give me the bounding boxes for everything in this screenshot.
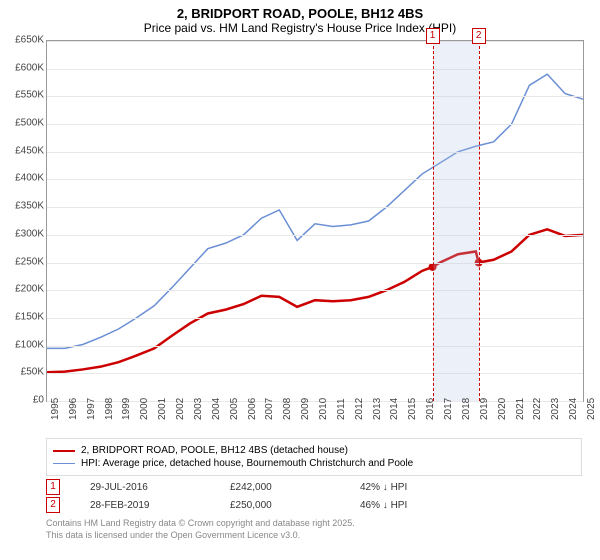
x-axis-label: 2014 (389, 398, 400, 420)
x-axis-label: 2012 (354, 398, 365, 420)
x-axis-label: 2018 (461, 398, 472, 420)
y-axis-label: £500K (0, 118, 44, 129)
x-axis-label: 2011 (336, 398, 347, 420)
x-axis-label: 1996 (68, 398, 79, 420)
y-axis-label: £650K (0, 35, 44, 46)
x-axis-label: 1999 (121, 398, 132, 420)
y-axis-label: £200K (0, 284, 44, 295)
legend-label-1: 2, BRIDPORT ROAD, POOLE, BH12 4BS (detac… (81, 445, 348, 456)
copyright-line1: Contains HM Land Registry data © Crown c… (46, 518, 355, 530)
copyright-line2: This data is licensed under the Open Gov… (46, 530, 355, 542)
title-line1: 2, BRIDPORT ROAD, POOLE, BH12 4BS (0, 0, 600, 21)
transaction-row-1: 1 29-JUL-2016 £242,000 42% ↓ HPI (46, 478, 447, 496)
legend: 2, BRIDPORT ROAD, POOLE, BH12 4BS (detac… (46, 438, 582, 476)
x-axis-label: 2024 (568, 398, 579, 420)
title-line2: Price paid vs. HM Land Registry's House … (0, 21, 600, 39)
y-axis-label: £0 (0, 395, 44, 406)
transaction-row-2: 2 28-FEB-2019 £250,000 46% ↓ HPI (46, 496, 447, 514)
x-axis-label: 2023 (550, 398, 561, 420)
chart-marker-badge: 1 (426, 28, 440, 44)
y-axis-label: £450K (0, 145, 44, 156)
x-axis-label: 2010 (318, 398, 329, 420)
x-axis-label: 2015 (407, 398, 418, 420)
x-axis-label: 2002 (175, 398, 186, 420)
tx-price-1: £242,000 (230, 482, 320, 493)
x-axis-label: 2017 (443, 398, 454, 420)
y-axis-label: £350K (0, 201, 44, 212)
x-axis-label: 2006 (247, 398, 258, 420)
tx-price-2: £250,000 (230, 500, 320, 511)
tx-badge-1: 1 (46, 479, 60, 495)
x-axis-label: 2009 (300, 398, 311, 420)
x-axis-label: 2020 (497, 398, 508, 420)
tx-date-2: 28-FEB-2019 (90, 500, 190, 511)
y-axis-label: £300K (0, 228, 44, 239)
y-axis-label: £550K (0, 90, 44, 101)
y-axis-label: £100K (0, 339, 44, 350)
legend-row-1: 2, BRIDPORT ROAD, POOLE, BH12 4BS (detac… (53, 445, 575, 456)
legend-swatch-red (53, 450, 75, 452)
x-axis-label: 2000 (139, 398, 150, 420)
legend-row-2: HPI: Average price, detached house, Bour… (53, 458, 575, 469)
y-axis-label: £250K (0, 256, 44, 267)
x-axis-label: 2019 (479, 398, 490, 420)
tx-delta-2: 46% ↓ HPI (360, 500, 407, 511)
legend-swatch-blue (53, 463, 75, 464)
x-axis-label: 1995 (50, 398, 61, 420)
chart-plot-area (46, 40, 584, 402)
x-axis-label: 1998 (104, 398, 115, 420)
x-axis-label: 2003 (193, 398, 204, 420)
tx-delta-1: 42% ↓ HPI (360, 482, 407, 493)
tx-badge-2: 2 (46, 497, 60, 513)
x-axis-label: 2021 (515, 398, 526, 420)
y-axis-label: £50K (0, 367, 44, 378)
chart-marker-badge: 2 (472, 28, 486, 44)
x-axis-label: 2004 (211, 398, 222, 420)
x-axis-label: 2007 (264, 398, 275, 420)
legend-label-2: HPI: Average price, detached house, Bour… (81, 458, 413, 469)
transaction-table: 1 29-JUL-2016 £242,000 42% ↓ HPI 2 28-FE… (46, 478, 447, 514)
y-axis-label: £400K (0, 173, 44, 184)
x-axis-label: 2001 (157, 398, 168, 420)
tx-date-1: 29-JUL-2016 (90, 482, 190, 493)
chart-container: 2, BRIDPORT ROAD, POOLE, BH12 4BS Price … (0, 0, 600, 560)
x-axis-label: 2013 (372, 398, 383, 420)
y-axis-label: £600K (0, 62, 44, 73)
x-axis-label: 2025 (586, 398, 597, 420)
chart-svg (47, 41, 583, 401)
x-axis-label: 1997 (86, 398, 97, 420)
x-axis-label: 2005 (229, 398, 240, 420)
x-axis-label: 2016 (425, 398, 436, 420)
x-axis-label: 2008 (282, 398, 293, 420)
x-axis-label: 2022 (532, 398, 543, 420)
copyright: Contains HM Land Registry data © Crown c… (46, 518, 355, 541)
y-axis-label: £150K (0, 311, 44, 322)
